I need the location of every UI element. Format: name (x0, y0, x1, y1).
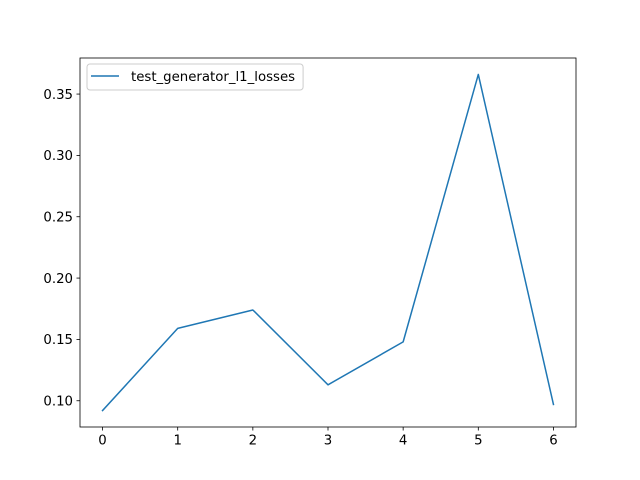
y-tick-label: 0.20 (43, 272, 73, 287)
y-tick-label: 0.35 (43, 88, 73, 103)
y-tick-label: 0.25 (43, 211, 73, 226)
legend-box (86, 63, 304, 91)
series-layer (101, 73, 555, 412)
x-tick-label: 1 (173, 434, 181, 449)
x-tick-label: 2 (249, 434, 257, 449)
x-tick-label: 3 (324, 434, 332, 449)
legend-label: test_generator_l1_losses (131, 70, 295, 85)
y-axis-ticks: 0.10 0.15 0.20 0.25 0.30 0.35 (43, 88, 80, 410)
x-tick-label: 0 (98, 434, 106, 449)
y-tick-label: 0.10 (43, 395, 73, 410)
y-tick-label: 0.30 (43, 149, 73, 164)
x-axis-ticks: 0 1 2 3 4 5 6 (98, 427, 558, 449)
axes-frame (79, 57, 577, 428)
series-line (101, 73, 555, 412)
y-tick-label: 0.15 (43, 333, 73, 348)
legend: test_generator_l1_losses (86, 63, 304, 91)
x-tick-label: 4 (399, 434, 407, 449)
x-tick-label: 5 (474, 434, 482, 449)
x-tick-label: 6 (549, 434, 557, 449)
